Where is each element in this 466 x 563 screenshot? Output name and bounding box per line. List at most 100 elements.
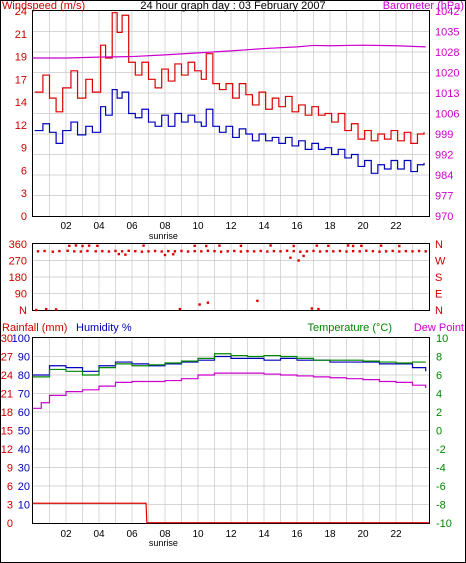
direction-point bbox=[411, 250, 414, 253]
windspeed-tick-label: 14 bbox=[15, 97, 27, 109]
direction-compass-tick-label: E bbox=[435, 289, 442, 301]
barometer-tick-label: 977 bbox=[435, 191, 453, 203]
barometer-axis-label: Barometer (hPa) bbox=[383, 0, 464, 12]
direction-point bbox=[124, 253, 127, 256]
windspeed-tick-label: 19 bbox=[15, 52, 27, 64]
wind-x-tick-label: 12 bbox=[225, 221, 237, 232]
rainfall-tick-label: 0 bbox=[7, 518, 13, 530]
direction-point bbox=[226, 250, 229, 253]
direction-degrees-tick-label: 90 bbox=[15, 289, 27, 301]
direction-point bbox=[317, 307, 320, 311]
temperature-tick-label: -10 bbox=[436, 518, 452, 530]
direction-point bbox=[269, 244, 272, 247]
temperature-tick-labels: -10 -8 -6 -4 -2 0 2 4 6 8 10 bbox=[436, 333, 452, 530]
windspeed-tick-label: 24 bbox=[15, 6, 27, 18]
direction-point bbox=[285, 249, 289, 252]
rain-x-tick-label: 10 bbox=[192, 529, 204, 540]
direction-point bbox=[107, 250, 111, 253]
wind-x-tick-labels: 02 04 06 08 10 12 14 16 18 20 22 bbox=[60, 221, 402, 232]
direction-point bbox=[338, 249, 342, 253]
direction-degrees-tick-label: 180 bbox=[9, 272, 27, 284]
rain-x-tick-label: 02 bbox=[60, 529, 72, 540]
direction-point bbox=[193, 244, 196, 248]
rain-x-tick-label: 20 bbox=[357, 529, 369, 540]
direction-point bbox=[346, 244, 350, 247]
wind-x-tick-label: 10 bbox=[192, 221, 204, 232]
temperature-tick-label: 8 bbox=[436, 352, 442, 364]
direction-point bbox=[332, 250, 335, 253]
direction-point bbox=[325, 249, 328, 253]
temperature-tick-label: -4 bbox=[436, 463, 446, 475]
wind-grid bbox=[33, 11, 429, 216]
temperature-series-line bbox=[33, 353, 426, 378]
temperature-tick-label: 4 bbox=[436, 389, 442, 401]
direction-point bbox=[379, 244, 383, 247]
direction-point bbox=[73, 250, 76, 253]
rainfall-tick-label: 27 bbox=[1, 352, 13, 364]
direction-point bbox=[252, 250, 256, 253]
rainfall-tick-label: 30 bbox=[1, 333, 13, 345]
direction-point bbox=[259, 249, 262, 253]
direction-point bbox=[351, 244, 355, 248]
rain-x-tick-labels: 02 04 06 08 10 12 14 16 18 20 22 bbox=[60, 529, 402, 540]
rain-grid bbox=[33, 338, 429, 523]
direction-point bbox=[218, 244, 221, 247]
direction-point bbox=[134, 249, 137, 253]
direction-point bbox=[79, 250, 83, 253]
direction-point bbox=[297, 259, 300, 262]
humidity-tick-label: 50 bbox=[18, 426, 30, 438]
humidity-axis-label: Humidity % bbox=[76, 322, 132, 334]
rain-x-tick-label: 12 bbox=[225, 529, 237, 540]
direction-point bbox=[391, 249, 394, 253]
direction-point bbox=[233, 249, 236, 253]
rain-x-tick-label: 04 bbox=[93, 529, 105, 540]
direction-point bbox=[360, 244, 363, 248]
direction-point bbox=[96, 244, 99, 248]
gust-series-line bbox=[34, 12, 425, 144]
temperature-tick-label: -8 bbox=[436, 500, 446, 512]
windspeed-tick-label: 6 bbox=[21, 165, 27, 177]
sunrise-label-lower: sunrise bbox=[149, 538, 178, 548]
direction-point bbox=[74, 244, 78, 247]
humidity-tick-label: 60 bbox=[18, 407, 30, 419]
barometer-tick-label: 1042 bbox=[435, 6, 459, 18]
direction-point bbox=[167, 249, 170, 253]
direction-point bbox=[86, 249, 89, 253]
direction-point bbox=[417, 249, 421, 253]
direction-compass-tick-label: N bbox=[435, 305, 443, 317]
barometer-tick-label: 970 bbox=[435, 211, 453, 223]
direction-point bbox=[272, 249, 276, 253]
direction-point bbox=[358, 250, 361, 253]
direction-grid bbox=[33, 244, 429, 310]
barometer-tick-label: 1006 bbox=[435, 109, 459, 121]
direction-point bbox=[292, 244, 295, 248]
rainfall-tick-label: 18 bbox=[1, 407, 13, 419]
direction-point bbox=[312, 249, 315, 253]
direction-point bbox=[351, 249, 355, 253]
direction-point bbox=[246, 249, 249, 253]
direction-point bbox=[200, 250, 203, 253]
wind-x-tick-label: 06 bbox=[126, 221, 138, 232]
direction-point bbox=[318, 250, 322, 253]
dew-point-series-line bbox=[33, 372, 427, 409]
direction-point bbox=[310, 307, 314, 310]
humidity-tick-label: 10 bbox=[18, 500, 30, 512]
rain-x-tick-label: 22 bbox=[390, 529, 402, 540]
direction-point bbox=[66, 249, 69, 252]
wind-left-tick-labels: 0 3 6 9 12 14 17 19 21 24 bbox=[15, 6, 27, 223]
rain-x-tick-label: 16 bbox=[291, 529, 303, 540]
direction-degrees-tick-label: 360 bbox=[9, 239, 27, 251]
direction-point bbox=[43, 249, 46, 253]
humidity-tick-label: 20 bbox=[18, 481, 30, 493]
direction-point bbox=[186, 250, 190, 253]
direction-point bbox=[424, 250, 427, 253]
direction-point bbox=[289, 256, 292, 259]
direction-degrees-tick-label: N bbox=[19, 305, 27, 317]
direction-point bbox=[239, 250, 243, 253]
direction-point bbox=[35, 308, 38, 312]
barometer-tick-label: 992 bbox=[435, 150, 453, 162]
